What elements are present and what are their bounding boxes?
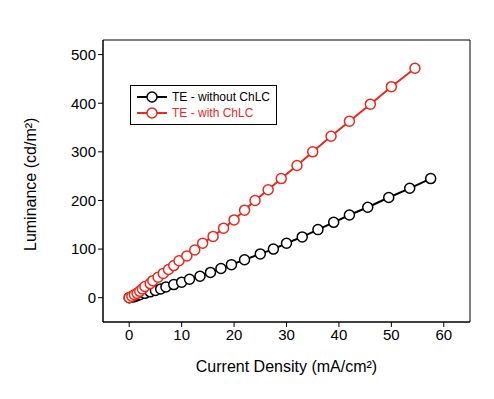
html-text:TE - with ChLC: TE - with ChLC (172, 106, 254, 120)
svg-text:0: 0 (88, 289, 96, 306)
svg-text:100: 100 (71, 240, 96, 257)
svg-text:40: 40 (331, 326, 348, 343)
svg-text:400: 400 (71, 95, 96, 112)
html-text:TE - without ChLC: TE - without ChLC (172, 90, 270, 104)
svg-text:50: 50 (383, 326, 400, 343)
svg-text:0: 0 (125, 326, 133, 343)
svg-text:20: 20 (226, 326, 243, 343)
svg-text:10: 10 (173, 326, 190, 343)
svg-text:500: 500 (71, 46, 96, 63)
svg-text:Luminance (cd/m²): Luminance (cd/m²) (22, 118, 39, 251)
svg-text:60: 60 (435, 326, 452, 343)
svg-text:200: 200 (71, 192, 96, 209)
svg-text:30: 30 (278, 326, 295, 343)
svg-text:Current Density (mA/cm²): Current Density (mA/cm²) (196, 358, 377, 375)
svg-text:300: 300 (71, 143, 96, 160)
